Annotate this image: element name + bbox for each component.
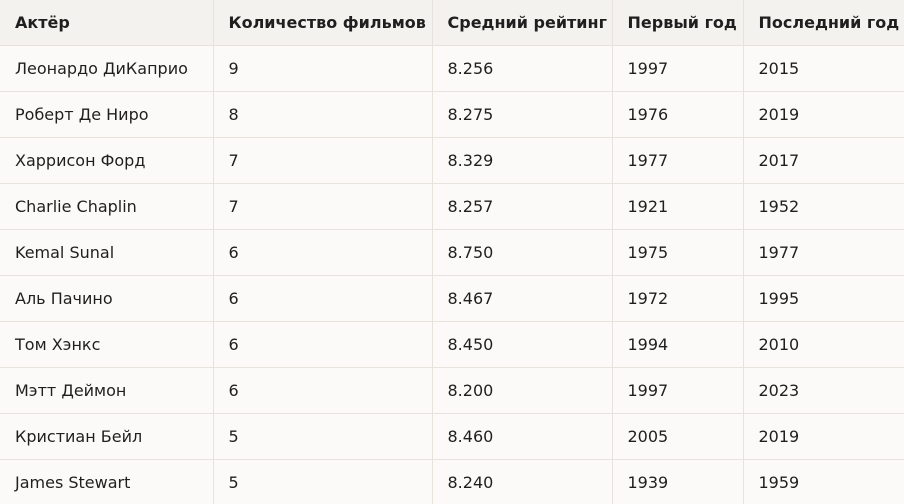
table-cell: 8.275 xyxy=(431,91,613,138)
table-cell: 1939 xyxy=(611,459,744,504)
table-row: Харрисон Форд 7 8.329 1977 2017 xyxy=(0,137,904,184)
table-cell: 7 xyxy=(212,137,433,184)
table-cell: 2017 xyxy=(742,137,904,184)
table-cell: 8.200 xyxy=(431,367,613,414)
table-cell: 5 xyxy=(212,459,433,504)
table-cell: 1972 xyxy=(611,275,744,322)
table-cell: 8.257 xyxy=(431,183,613,230)
column-header: Первый год xyxy=(611,0,744,46)
table-cell: 1997 xyxy=(611,45,744,92)
table-row: Леонардо ДиКаприо 9 8.256 1997 2015 xyxy=(0,45,904,92)
table-cell: 1977 xyxy=(742,229,904,276)
table-cell: Харрисон Форд xyxy=(0,137,214,184)
column-header: Средний рейтинг xyxy=(431,0,613,46)
table-cell: Роберт Де Ниро xyxy=(0,91,214,138)
table-cell: 2015 xyxy=(742,45,904,92)
table-cell: Kemal Sunal xyxy=(0,229,214,276)
table-cell: Charlie Chaplin xyxy=(0,183,214,230)
table-cell: Том Хэнкс xyxy=(0,321,214,368)
table-cell: 2023 xyxy=(742,367,904,414)
table-row: Аль Пачино 6 8.467 1972 1995 xyxy=(0,275,904,322)
table-cell: 1994 xyxy=(611,321,744,368)
table-cell: 8.240 xyxy=(431,459,613,504)
table-cell: 8.256 xyxy=(431,45,613,92)
table-cell: 5 xyxy=(212,413,433,460)
table-cell: 8.450 xyxy=(431,321,613,368)
table-cell: 1976 xyxy=(611,91,744,138)
table-row: Kemal Sunal 6 8.750 1975 1977 xyxy=(0,229,904,276)
table-cell: 2005 xyxy=(611,413,744,460)
table-cell: Леонардо ДиКаприо xyxy=(0,45,214,92)
table-row: Кристиан Бейл 5 8.460 2005 2019 xyxy=(0,413,904,460)
table-row: Том Хэнкс 6 8.450 1994 2010 xyxy=(0,321,904,368)
table-cell: 1997 xyxy=(611,367,744,414)
table-row: Charlie Chaplin 7 8.257 1921 1952 xyxy=(0,183,904,230)
table-cell: 7 xyxy=(212,183,433,230)
table-cell: 1952 xyxy=(742,183,904,230)
table-cell: 1975 xyxy=(611,229,744,276)
column-header: Количество фильмов xyxy=(212,0,433,46)
column-header: Последний год xyxy=(742,0,904,46)
column-header: Актёр xyxy=(0,0,214,46)
table-cell: 6 xyxy=(212,275,433,322)
table-cell: Мэтт Деймон xyxy=(0,367,214,414)
table-cell: Аль Пачино xyxy=(0,275,214,322)
table-row: Мэтт Деймон 6 8.200 1997 2023 xyxy=(0,367,904,414)
table-cell: 9 xyxy=(212,45,433,92)
table-cell: 8.750 xyxy=(431,229,613,276)
table-cell: 6 xyxy=(212,367,433,414)
table-cell: 6 xyxy=(212,321,433,368)
table-cell: 8.460 xyxy=(431,413,613,460)
table-cell: 8 xyxy=(212,91,433,138)
header-row: Актёр Количество фильмов Средний рейтинг Пе… xyxy=(0,0,904,46)
table-cell: 2019 xyxy=(742,91,904,138)
table-cell: 1977 xyxy=(611,137,744,184)
table-row: Роберт Де Ниро 8 8.275 1976 2019 xyxy=(0,91,904,138)
table-cell: 1921 xyxy=(611,183,744,230)
table-header: Актёр Количество фильмов Средний рейтинг Пе… xyxy=(0,0,904,46)
table-cell: 8.329 xyxy=(431,137,613,184)
table-cell: 6 xyxy=(212,229,433,276)
table-cell: 2010 xyxy=(742,321,904,368)
table-cell: Кристиан Бейл xyxy=(0,413,214,460)
table-cell: 8.467 xyxy=(431,275,613,322)
table-body: Леонардо ДиКаприо 9 8.256 1997 2015 Роберт Де… xyxy=(0,45,904,504)
table-cell: James Stewart xyxy=(0,459,214,504)
table-cell: 2019 xyxy=(742,413,904,460)
table-cell: 1959 xyxy=(742,459,904,504)
table-row: James Stewart 5 8.240 1939 1959 xyxy=(0,459,904,504)
table-cell: 1995 xyxy=(742,275,904,322)
